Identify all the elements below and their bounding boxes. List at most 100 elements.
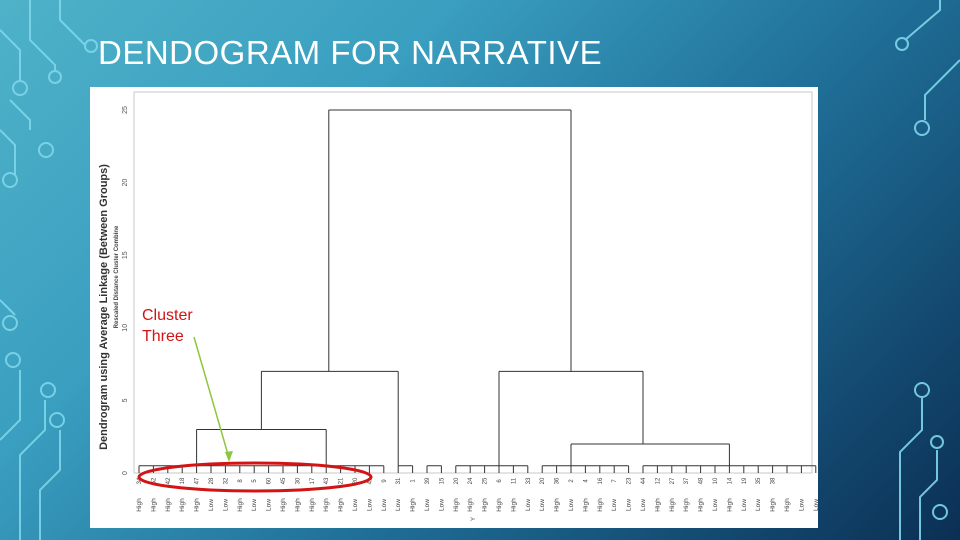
case-id-label: 47 [195,477,201,484]
case-id-label: 34 [137,477,143,484]
case-id-label: 19 [742,477,748,484]
case-id-label: 24 [468,477,474,484]
leaf-label: High [165,498,172,512]
case-id-label: 60 [267,477,273,484]
leaf-label: High [136,498,143,512]
leaf-label: High [654,498,661,512]
leaf-label: Low [640,499,647,511]
case-id-label: 11 [511,477,517,484]
leaf-label: High [280,498,287,512]
case-id-label: 32 [223,477,229,484]
case-id-label: 4 [583,479,589,483]
chart-title: Dendrogram using Average Linkage (Betwee… [98,164,110,450]
leaf-label: High [770,498,777,512]
case-id-label: 20 [454,477,460,484]
cluster-callout: Cluster Three [142,305,193,347]
axis-tick-label: 15 [122,251,129,259]
leaf-label: High [194,498,201,512]
chart-subtitle: Rescaled Distance Cluster Combine [114,225,120,328]
case-id-label: 38 [771,477,777,484]
leaf-label: Low [712,499,719,511]
leaf-label: High [338,498,345,512]
leaf-label: High [237,498,244,512]
leaf-label: Low [611,499,618,511]
case-id-label: 52 [151,477,157,484]
leaf-label: Low [352,499,359,511]
leaf-label: Low [568,499,575,511]
case-id-label: 17 [310,477,316,484]
leaf-label: Low [395,499,402,511]
leaf-label: High [698,498,705,512]
leaf-label: High [510,498,517,512]
leaf-label: Low [755,499,762,511]
case-id-label: 15 [439,477,445,484]
leaf-label: Low [222,499,229,511]
case-id-label: 20 [540,477,546,484]
leaf-label: Low [266,499,273,511]
case-id-label: 44 [641,477,647,484]
leaf-label: Low [381,499,388,511]
leaf-label: Low [438,499,445,511]
leaf-label: Low [626,499,633,511]
leaf-label: Low [813,499,818,511]
leaf-label: Low [424,499,431,511]
plot-frame [133,91,813,474]
callout-line-2: Three [142,328,184,345]
case-id-label: 7 [612,479,618,483]
case-id-label: 45 [281,477,287,484]
leaf-label: Low [366,499,373,511]
case-id-label: 5 [252,479,258,483]
axis-tick-label: 10 [122,324,129,332]
leaf-label: High [496,498,503,512]
case-id-label: 33 [526,477,532,484]
case-id-label: 39 [425,477,431,484]
leaf-label: High [482,498,489,512]
case-id-label: 21 [339,477,345,484]
case-id-label: 36 [555,477,561,484]
leaf-label: Low [525,499,532,511]
leaf-label: Low [539,499,546,511]
case-id-label: 9 [382,479,388,483]
dendrogram-figure: 0 5 10 15 20 25 Dendrogram using Average Linka… [90,87,818,528]
variable-label: Y [471,517,477,521]
leaf-label: High [726,498,733,512]
case-id-label: 48 [699,477,705,484]
case-id-label: 2 [569,479,575,483]
case-id-label: 10 [713,477,719,484]
case-id-label: 14 [727,477,733,484]
leaf-label: High [683,498,690,512]
case-id-label: 6 [497,479,503,483]
case-id-label: 30 [295,477,301,484]
leaf-label: High [410,498,417,512]
case-id-label: 37 [684,477,690,484]
leaf-label: High [784,498,791,512]
case-id-label: 28 [209,477,215,484]
axis-tick-label: 20 [122,179,129,187]
leaf-label: Low [741,499,748,511]
leaf-label: High [453,498,460,512]
leaf-label: Low [208,499,215,511]
case-id-label: 8 [238,479,244,483]
leaf-label: Low [251,499,258,511]
leaf-label: High [179,498,186,512]
slide-title: DENDOGRAM FOR NARRATIVE [98,34,603,71]
leaf-label: High [467,498,474,512]
leaf-label: High [294,498,301,512]
case-id-label: 27 [670,477,676,484]
leaf-label: High [582,498,589,512]
callout-arrow [193,336,230,459]
leaf-label: High [669,498,676,512]
case-id-label: 18 [180,477,186,484]
axis-tick-label: 5 [122,398,129,402]
case-id-label: 20 [353,477,359,484]
case-id-label: 31 [396,477,402,484]
leaf-label: High [323,498,330,512]
leaf-label: High [554,498,561,512]
leaf-label: High [597,498,604,512]
case-id-label: 1 [411,479,417,483]
case-id-label: 35 [756,477,762,484]
axis-tick-label: 25 [122,106,129,114]
case-id-label: 41 [367,477,373,484]
callout-line-1: Cluster [142,307,193,324]
